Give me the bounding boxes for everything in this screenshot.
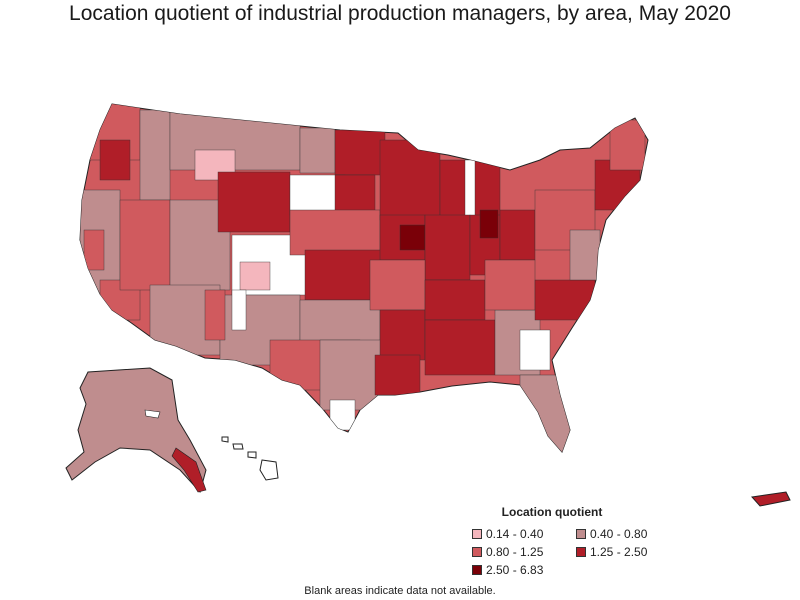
region-fills	[80, 104, 646, 452]
hawaii-island-3	[247, 451, 257, 459]
region-bay-area	[83, 229, 105, 271]
hawaii-island-1	[221, 436, 229, 443]
data-availability-note: Blank areas indicate data not available.	[304, 585, 496, 597]
region-ohio	[499, 209, 536, 261]
region-mid-atlantic	[569, 229, 601, 281]
region-florida	[519, 374, 571, 452]
legend-title: Location quotient	[501, 505, 603, 519]
region-south-dakota-east	[334, 174, 376, 216]
region-iowa-high	[399, 224, 426, 251]
legend-swatch	[472, 565, 482, 575]
region-north-carolina	[534, 279, 596, 321]
region-texas-south-blank	[329, 399, 356, 431]
region-north-dakota-east	[334, 129, 386, 176]
region-colorado-light	[239, 261, 271, 291]
legend-label: 2.50 - 6.83	[486, 563, 544, 577]
map-legend: Location quotient 0.14 - 0.40 0.40 - 0.8…	[472, 505, 672, 577]
alaska	[65, 367, 207, 494]
region-missouri	[369, 259, 426, 311]
hawaii-island-2	[232, 443, 244, 450]
legend-label: 0.14 - 0.40	[486, 527, 544, 541]
region-nebraska	[289, 209, 381, 256]
region-lake-michigan	[464, 159, 476, 221]
region-maine	[609, 119, 646, 171]
legend-item: 0.40 - 0.80	[576, 527, 680, 541]
legend-swatch	[576, 529, 586, 539]
region-kentucky-tennessee	[424, 279, 486, 321]
region-illinois	[424, 214, 471, 281]
region-north-dakota-west	[299, 127, 336, 174]
region-arizona-east	[204, 289, 226, 341]
region-arkansas	[379, 309, 426, 361]
puerto-rico	[751, 491, 791, 507]
region-wyoming	[217, 171, 291, 233]
legend-label: 0.40 - 0.80	[590, 527, 648, 541]
legend-item: 0.14 - 0.40	[472, 527, 576, 541]
region-idaho	[139, 109, 171, 201]
region-nm-blank	[231, 289, 247, 331]
region-sc-blank	[519, 329, 551, 371]
alaska-southeast	[171, 447, 207, 493]
alaska-blank-area	[144, 409, 161, 419]
hawaii	[221, 436, 279, 481]
legend-swatch	[472, 547, 482, 557]
legend-item: 1.25 - 2.50	[576, 545, 680, 559]
region-mississippi-alabama	[424, 319, 496, 376]
map-title: Location quotient of industrial producti…	[69, 2, 731, 25]
region-oklahoma	[299, 299, 381, 346]
region-west-virginia-va	[484, 259, 536, 311]
legend-swatch	[472, 529, 482, 539]
legend-swatch	[576, 547, 586, 557]
legend-label: 0.80 - 1.25	[486, 545, 544, 559]
region-indiana-high	[479, 209, 499, 239]
legend-item: 0.80 - 1.25	[472, 545, 576, 559]
hawaii-island-big	[259, 459, 279, 481]
legend-grid: 0.14 - 0.40 0.40 - 0.80 0.80 - 1.25 1.25…	[472, 527, 672, 577]
legend-label: 1.25 - 2.50	[590, 545, 648, 559]
region-nevada	[119, 199, 171, 291]
region-louisiana	[374, 354, 421, 396]
legend-item: 2.50 - 6.83	[472, 563, 576, 577]
region-oregon-central	[99, 139, 131, 181]
